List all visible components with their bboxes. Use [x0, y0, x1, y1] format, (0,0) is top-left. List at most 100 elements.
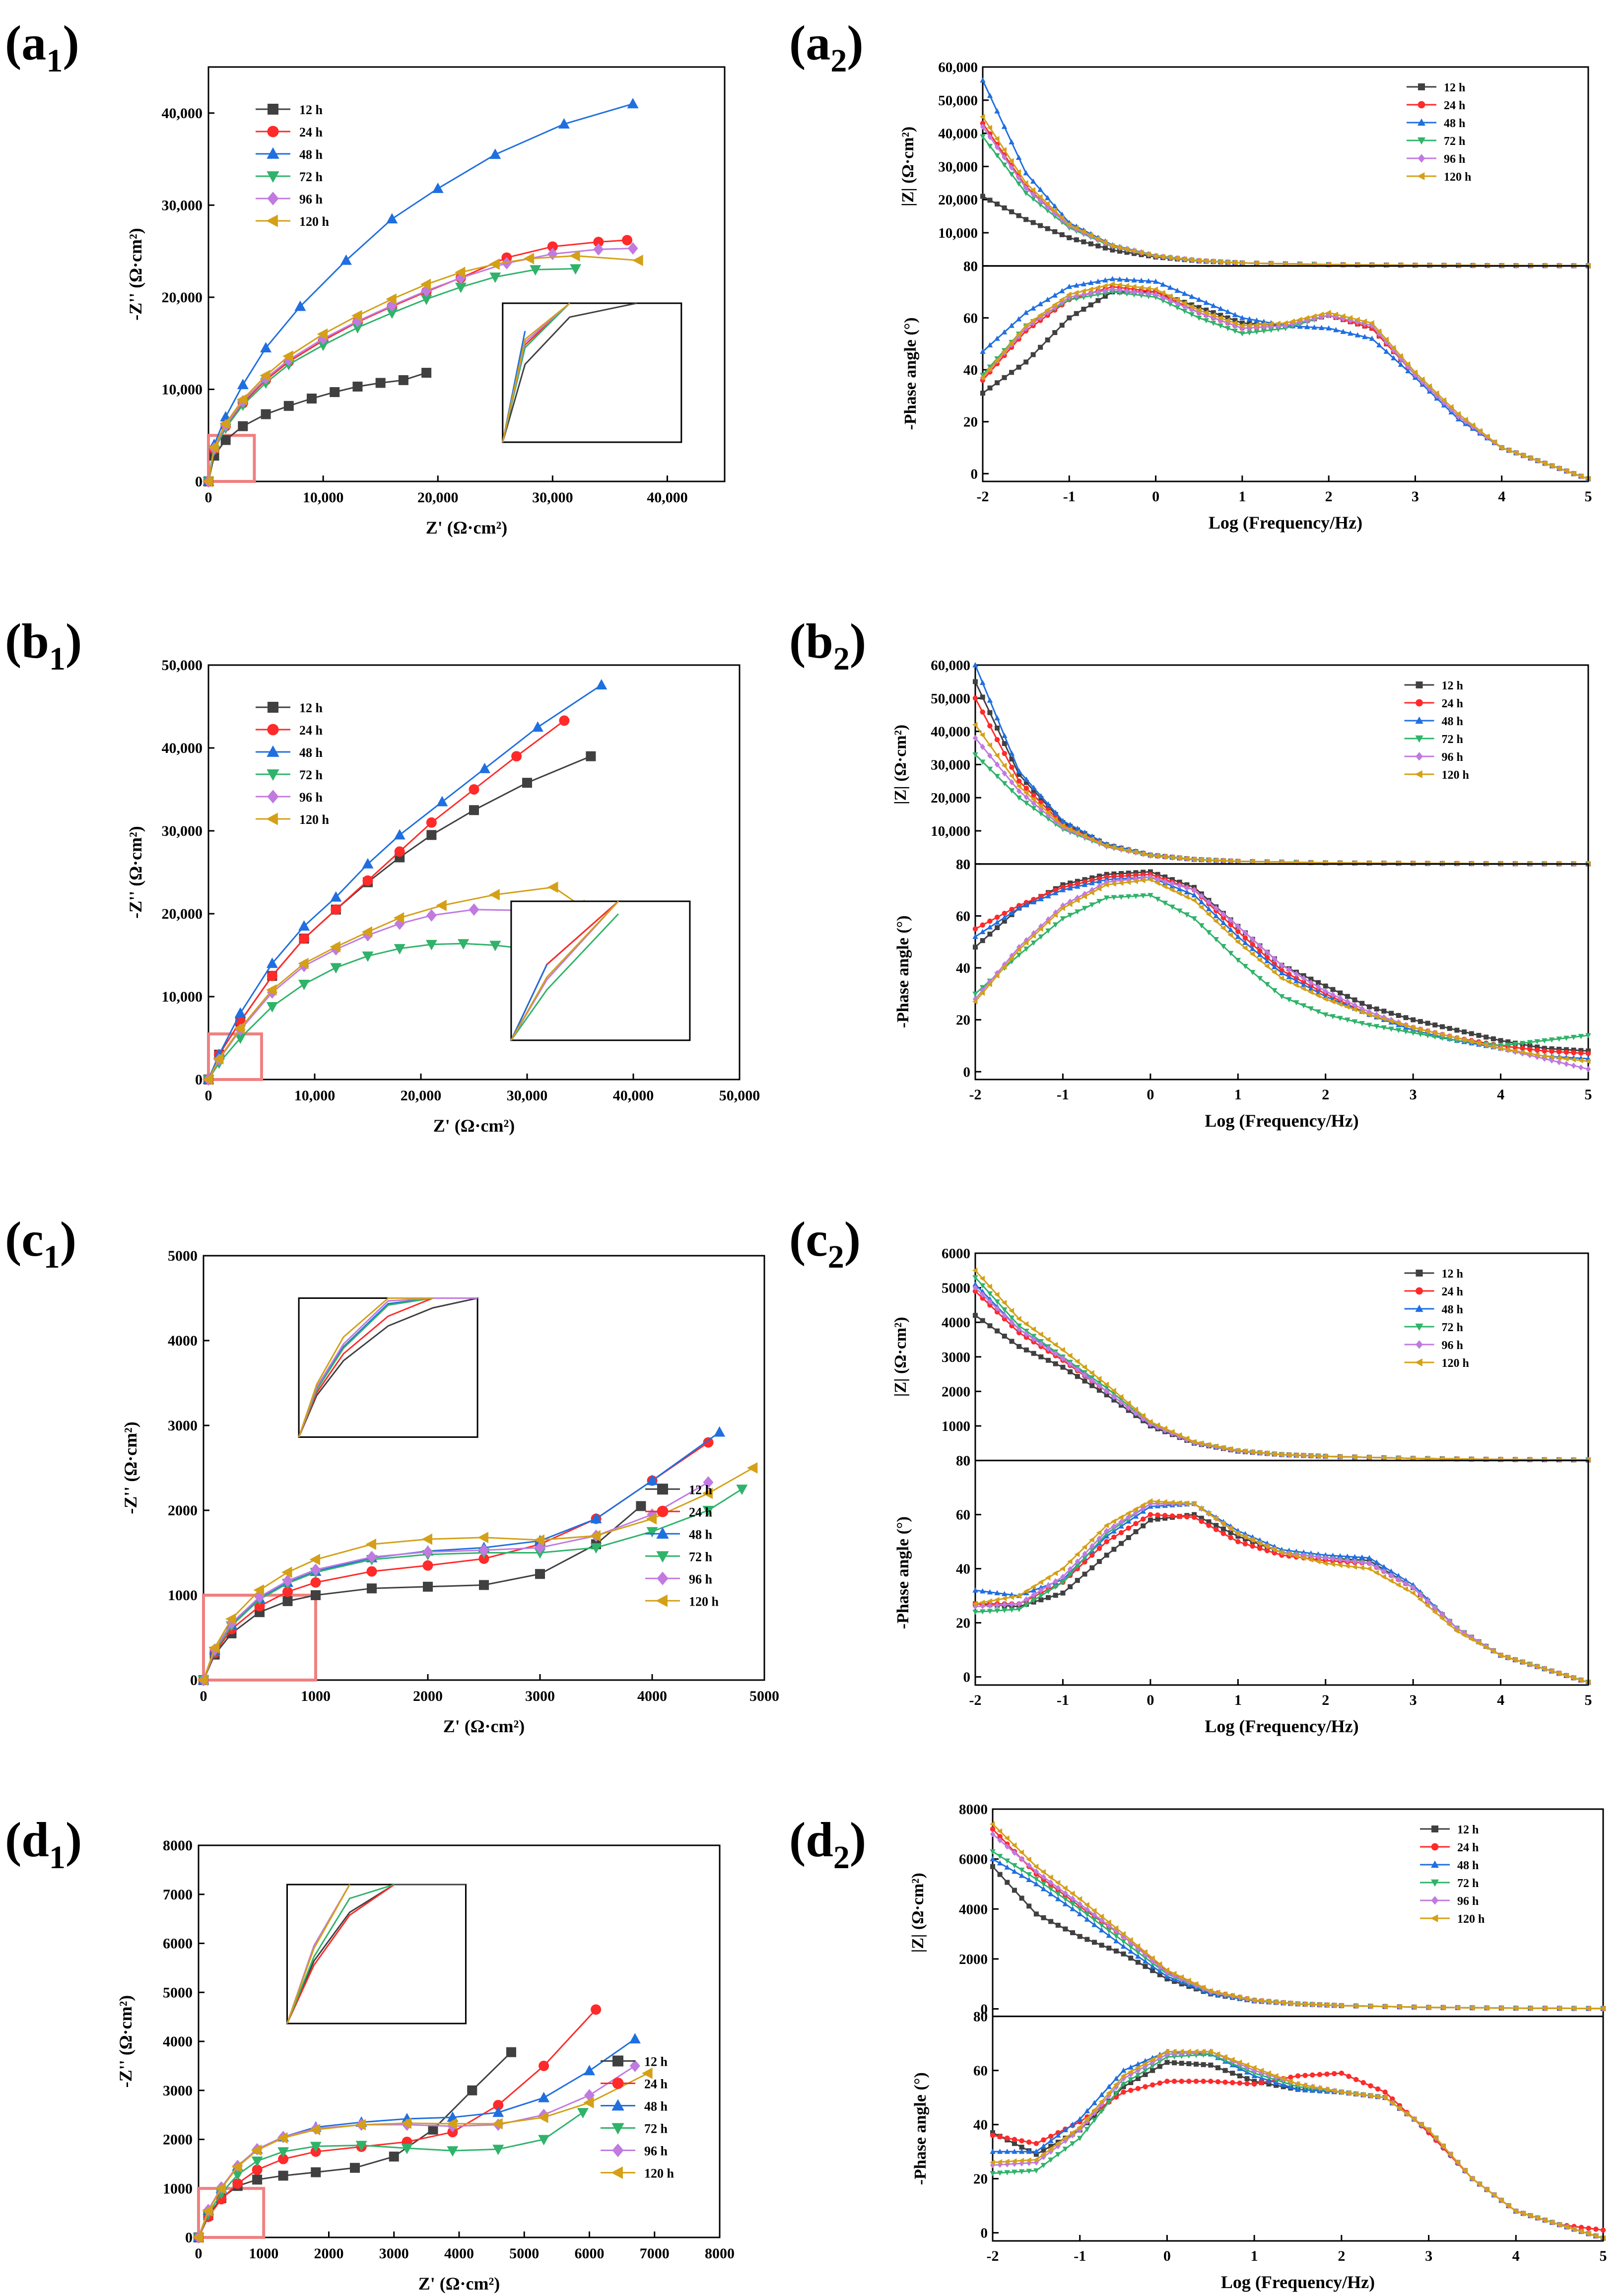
data-point: [1048, 1879, 1054, 1886]
legend-marker: [656, 1527, 669, 1539]
data-point: [1527, 1046, 1533, 1052]
data-point: [432, 182, 444, 193]
data-point: [1062, 2127, 1069, 2133]
data-point: [1189, 302, 1195, 308]
data-point: [1259, 2080, 1265, 2086]
y-tick-label: 60,000: [938, 60, 978, 75]
data-point: [1153, 291, 1158, 298]
data-point: [702, 1487, 713, 1499]
data-point: [254, 1601, 265, 1612]
inset-series-line: [502, 302, 570, 443]
data-point: [1084, 2127, 1090, 2132]
data-point: [1059, 214, 1065, 221]
data-point: [1052, 1584, 1059, 1590]
data-point: [1026, 1862, 1032, 1869]
data-point: [1308, 989, 1313, 995]
data-point: [277, 2132, 288, 2144]
data-point: [1009, 1607, 1015, 1613]
data-point: [1004, 2159, 1010, 2164]
data-point: [1124, 246, 1129, 252]
data-point: [1352, 1564, 1357, 1570]
y-tick-label: 60: [956, 908, 970, 924]
data-point: [1193, 1981, 1199, 1987]
data-point: [1009, 764, 1014, 770]
data-point: [309, 2124, 321, 2136]
data-point: [1052, 229, 1058, 234]
data-point: [1570, 471, 1576, 477]
data-point: [1359, 1554, 1365, 1560]
data-point: [219, 417, 230, 429]
x-tick-label: 1: [1234, 1692, 1242, 1708]
data-point: [1439, 1031, 1445, 1038]
x-tick-label: 30,000: [532, 489, 573, 506]
data-point: [492, 2145, 504, 2156]
data-point: [310, 1563, 321, 1576]
data-point: [1410, 1024, 1416, 1031]
data-point: [1030, 933, 1036, 939]
data-point: [1177, 1513, 1182, 1519]
data-point: [994, 737, 1000, 743]
data-point: [1206, 906, 1212, 911]
data-point: [234, 1033, 246, 1044]
data-point: [1470, 422, 1476, 428]
data-point: [1203, 310, 1209, 316]
data-point: [1268, 321, 1274, 327]
data-point: [1316, 2002, 1322, 2008]
data-point: [990, 2171, 996, 2176]
data-point: [1556, 1059, 1562, 1066]
data-point: [1067, 885, 1073, 891]
data-point: [1023, 309, 1029, 315]
data-point: [1491, 2192, 1496, 2198]
data-point: [1308, 1453, 1313, 1459]
inset-series-line: [286, 1884, 350, 2024]
data-point: [299, 933, 310, 944]
data-point: [1135, 2073, 1141, 2078]
data-point: [994, 357, 1000, 363]
legend-label: 96 h: [1442, 751, 1463, 764]
data-point: [1318, 325, 1325, 330]
data-point: [281, 1566, 292, 1578]
data-point: [972, 695, 978, 701]
data-point: [1111, 1388, 1116, 1394]
data-point: [394, 846, 405, 857]
legend-label: 24 h: [299, 723, 323, 738]
data-point: [1344, 1004, 1350, 1010]
x-tick-label: 10,000: [294, 1087, 336, 1104]
data-point: [310, 2142, 322, 2153]
legend-marker: [1417, 118, 1426, 126]
data-point: [1048, 1891, 1054, 1896]
data-point: [1519, 1041, 1526, 1046]
data-point: [1048, 2133, 1054, 2139]
data-point: [1179, 2079, 1184, 2084]
data-point: [994, 774, 1000, 779]
data-point: [1272, 964, 1278, 969]
data-point: [1033, 1911, 1039, 1917]
data-point: [979, 1609, 986, 1615]
data-point: [1111, 1394, 1117, 1400]
data-point: [1088, 1537, 1094, 1543]
legend-label: 96 h: [1444, 153, 1465, 166]
data-point: [1018, 2158, 1024, 2164]
data-point: [266, 984, 277, 996]
data-point: [1091, 1922, 1097, 1927]
data-point: [1311, 324, 1317, 330]
data-point: [1120, 2082, 1127, 2087]
legend-marker: [1430, 1879, 1439, 1887]
data-point: [1549, 2220, 1554, 2226]
y-tick-label: 0: [981, 2226, 988, 2241]
data-point: [1315, 1009, 1321, 1015]
data-point: [1077, 1900, 1082, 1907]
data-point: [1308, 1006, 1314, 1012]
data-point: [1358, 1009, 1364, 1015]
data-point: [1125, 879, 1131, 885]
data-point: [1059, 288, 1065, 293]
data-point: [1125, 847, 1131, 854]
series-line-12h: [982, 291, 1589, 480]
data-point: [1062, 2135, 1068, 2141]
data-point: [469, 903, 479, 916]
legend-label: 72 h: [1444, 135, 1465, 148]
data-point: [1051, 302, 1057, 308]
data-point: [987, 918, 993, 924]
data-point: [1162, 1515, 1168, 1521]
data-point: [1549, 1668, 1554, 1674]
